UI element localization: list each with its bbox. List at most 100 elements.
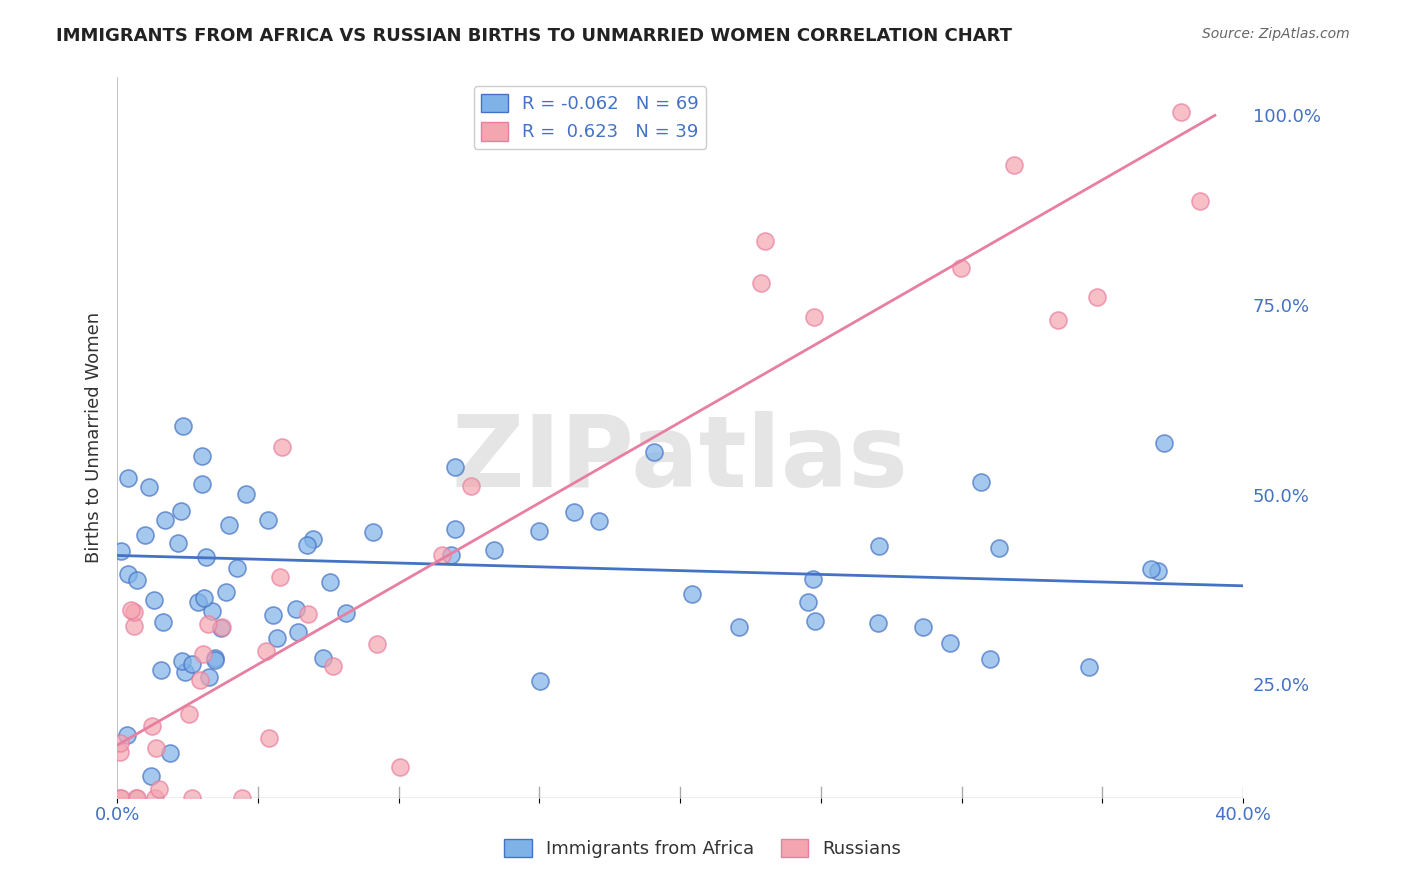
Point [801, 572, 824, 586]
Point [194, 549, 217, 564]
Point [285, 601, 308, 615]
Point [287, 624, 309, 639]
Point [482, 542, 505, 557]
Point [312, 651, 335, 665]
Point [191, 477, 214, 491]
Point [152, 615, 174, 630]
Point [562, 505, 585, 519]
Point [177, 707, 200, 722]
Point [269, 570, 291, 584]
Point [1170, 105, 1192, 120]
Point [262, 607, 284, 622]
Point [108, 791, 131, 805]
Point [1046, 312, 1069, 326]
Point [728, 620, 751, 634]
Point [803, 310, 825, 324]
Point [173, 665, 195, 679]
Text: 0.0%: 0.0% [94, 805, 139, 824]
Point [172, 654, 194, 668]
Point [110, 544, 132, 558]
Point [204, 653, 226, 667]
Point [643, 445, 665, 459]
Point [297, 607, 319, 621]
Point [987, 541, 1010, 556]
Text: ZIPatlas: ZIPatlas [451, 411, 908, 508]
Point [1147, 564, 1170, 578]
Point [257, 513, 280, 527]
Point [1188, 194, 1211, 208]
Point [218, 517, 240, 532]
Point [145, 741, 167, 756]
Point [159, 746, 181, 760]
Point [181, 657, 204, 672]
Point [125, 791, 148, 805]
Point [460, 479, 482, 493]
Point [204, 651, 226, 665]
Point [122, 618, 145, 632]
Point [257, 731, 280, 745]
Point [143, 791, 166, 805]
Point [297, 538, 319, 552]
Point [231, 791, 253, 805]
Point [110, 791, 132, 805]
Point [804, 614, 827, 628]
Point [866, 616, 889, 631]
Point [108, 745, 131, 759]
Point [108, 736, 131, 750]
Point [211, 621, 233, 635]
Point [319, 574, 342, 589]
Point [141, 718, 163, 732]
Point [125, 791, 148, 805]
Point [138, 480, 160, 494]
Point [153, 513, 176, 527]
Point [201, 604, 224, 618]
Point [270, 440, 292, 454]
Point [301, 533, 323, 547]
Point [197, 616, 219, 631]
Legend: R = -0.062   N = 69, R =  0.623   N = 39: R = -0.062 N = 69, R = 0.623 N = 39 [474, 87, 706, 149]
Point [150, 663, 173, 677]
Point [443, 460, 465, 475]
Point [749, 277, 772, 291]
Y-axis label: Births to Unmarried Women: Births to Unmarried Women [86, 312, 103, 564]
Point [187, 595, 209, 609]
Point [191, 647, 214, 661]
Point [172, 419, 194, 434]
Point [681, 586, 703, 600]
Point [361, 524, 384, 539]
Point [439, 548, 461, 562]
Point [1085, 290, 1108, 304]
Point [939, 636, 962, 650]
Point [366, 637, 388, 651]
Point [335, 606, 357, 620]
Point [430, 548, 453, 562]
Point [188, 673, 211, 688]
Text: Source: ZipAtlas.com: Source: ZipAtlas.com [1202, 27, 1350, 41]
Point [181, 791, 204, 805]
Point [117, 567, 139, 582]
Point [115, 728, 138, 742]
Point [322, 659, 344, 673]
Point [120, 603, 142, 617]
Point [117, 471, 139, 485]
Point [197, 670, 219, 684]
Point [122, 605, 145, 619]
Point [215, 584, 238, 599]
Point [1140, 562, 1163, 576]
Point [868, 539, 890, 553]
Point [754, 235, 776, 249]
Point [167, 536, 190, 550]
Point [797, 595, 820, 609]
Point [143, 592, 166, 607]
Point [127, 573, 149, 587]
Point [527, 524, 550, 539]
Text: IMMIGRANTS FROM AFRICA VS RUSSIAN BIRTHS TO UNMARRIED WOMEN CORRELATION CHART: IMMIGRANTS FROM AFRICA VS RUSSIAN BIRTHS… [56, 27, 1012, 45]
Point [979, 652, 1001, 666]
Point [191, 449, 214, 463]
Point [388, 760, 411, 774]
Point [970, 475, 993, 489]
Point [911, 619, 934, 633]
Point [529, 674, 551, 689]
Point [139, 768, 162, 782]
Point [588, 514, 610, 528]
